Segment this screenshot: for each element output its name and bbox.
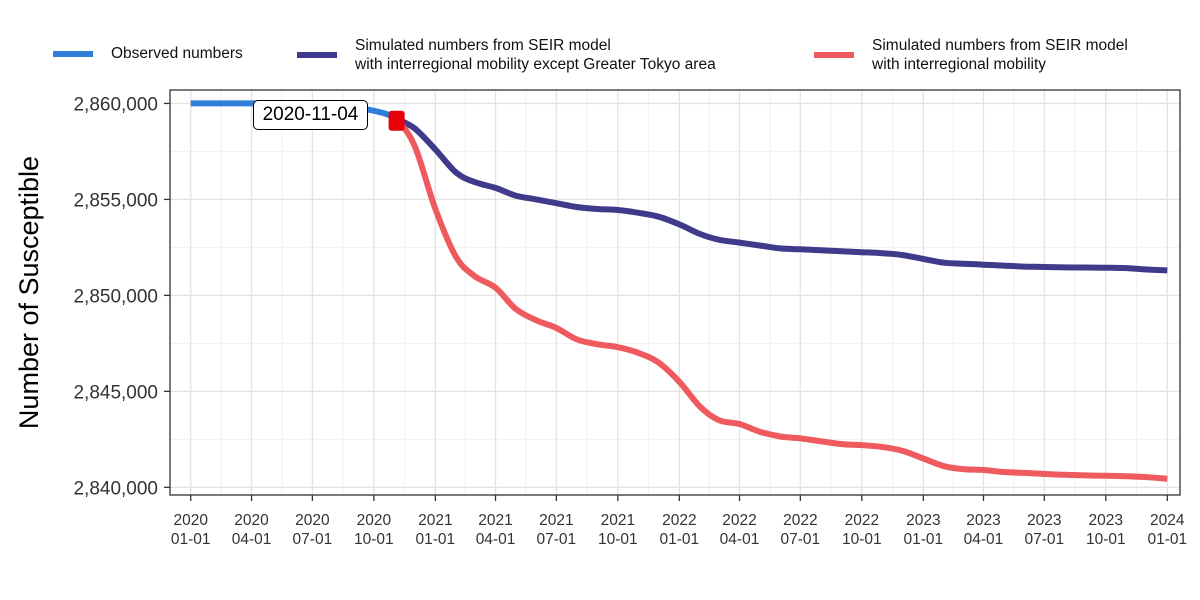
legend-label-observed: Observed numbers: [111, 45, 243, 62]
x-tick-label: 2022 01-01: [660, 512, 700, 548]
x-tick-label: 2023 07-01: [1024, 512, 1064, 548]
legend-label-simulated-mobility: Simulated numbers from SEIR model with i…: [872, 37, 1128, 73]
legend-key-simulated-except-tokyo: [297, 52, 337, 58]
series-line-simulated-except-tokyo: [395, 116, 1168, 274]
x-tick-label: 2022 07-01: [781, 512, 821, 548]
y-tick-label: 2,850,000: [73, 286, 158, 307]
plot-panel-border: [169, 89, 1181, 496]
x-tick-label: 2020 01-01: [171, 512, 211, 548]
x-tick-label: 2021 04-01: [476, 512, 516, 548]
x-tick-label: 2023 04-01: [964, 512, 1004, 548]
legend-key-observed: [53, 50, 93, 57]
x-tick-label: 2021 01-01: [416, 512, 456, 548]
y-axis: 2,840,000 2,845,000 2,850,000 2,855,000 2,86…: [73, 94, 170, 499]
x-tick-label: 2020 10-01: [354, 512, 394, 548]
legend-item-observed: Observed numbers: [53, 44, 243, 63]
x-tick-label: 2023 10-01: [1086, 512, 1126, 548]
legend: Observed numbers Simulated numbers from …: [0, 36, 1200, 80]
x-tick-label: 2022 10-01: [842, 512, 882, 548]
x-axis: 2020 01-01 2020 04-01 2020 07-01 2020 10-01 2021…: [171, 495, 1187, 548]
series-line-simulated-mobility: [394, 117, 1168, 482]
x-tick-label: 2021 07-01: [537, 512, 577, 548]
x-tick-label: 2020 07-01: [293, 512, 333, 548]
y-tick-label: 2,840,000: [73, 478, 158, 499]
y-tick-label: 2,855,000: [73, 190, 158, 211]
x-tick-label: 2022 04-01: [720, 512, 760, 548]
y-axis-title: Number of Susceptible: [14, 156, 44, 429]
x-tick-label: 2024 01-01: [1147, 512, 1187, 548]
legend-label-simulated-except-tokyo: Simulated numbers from SEIR model with i…: [355, 37, 716, 73]
legend-item-simulated-except-tokyo: Simulated numbers from SEIR model with i…: [297, 36, 716, 74]
y-tick-label: 2,845,000: [73, 382, 158, 403]
x-tick-label: 2023 01-01: [903, 512, 943, 548]
x-tick-label: 2021 10-01: [598, 512, 638, 548]
date-annotation-label: 2020-11-04: [252, 99, 369, 130]
legend-key-simulated-mobility: [814, 52, 854, 58]
legend-item-simulated-mobility: Simulated numbers from SEIR model with i…: [814, 36, 1128, 74]
grid-lines: [170, 90, 1180, 495]
date-annotation-marker: [388, 110, 405, 131]
y-tick-label: 2,860,000: [73, 94, 158, 115]
x-tick-label: 2020 04-01: [232, 512, 272, 548]
